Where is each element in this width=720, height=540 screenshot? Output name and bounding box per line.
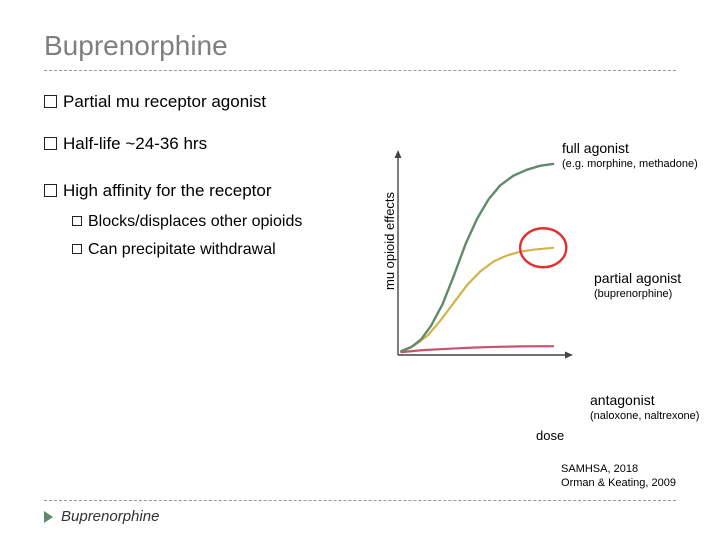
chart-svg [388,150,588,370]
square-bullet-icon [44,95,57,108]
square-bullet-icon [72,244,82,254]
bullet-item-1: Partial mu receptor agonist [44,89,676,115]
bullet-text: Partial mu receptor agonist [63,92,266,111]
title-divider [44,70,676,71]
references: SAMHSA, 2018 Orman & Keating, 2009 [561,462,676,491]
bullet-text: Half-life ~24-36 hrs [63,134,207,153]
footer-divider [44,500,676,501]
sub-bullet-text: Blocks/displaces other opioids [88,213,302,230]
sub-bullet-text: Can precipitate withdrawal [88,241,276,258]
square-bullet-icon [44,137,57,150]
footer: Buprenorphine [44,508,159,525]
bullet-text: High affinity for the receptor [63,181,272,200]
slide-title: Buprenorphine [0,0,720,70]
dose-response-chart [388,150,688,420]
chart-x-axis-label: dose [536,428,564,443]
reference-line: SAMHSA, 2018 [561,462,676,476]
footer-text: Buprenorphine [61,508,159,525]
square-bullet-icon [72,216,82,226]
triangle-icon [44,511,53,523]
square-bullet-icon [44,184,57,197]
reference-line: Orman & Keating, 2009 [561,476,676,490]
